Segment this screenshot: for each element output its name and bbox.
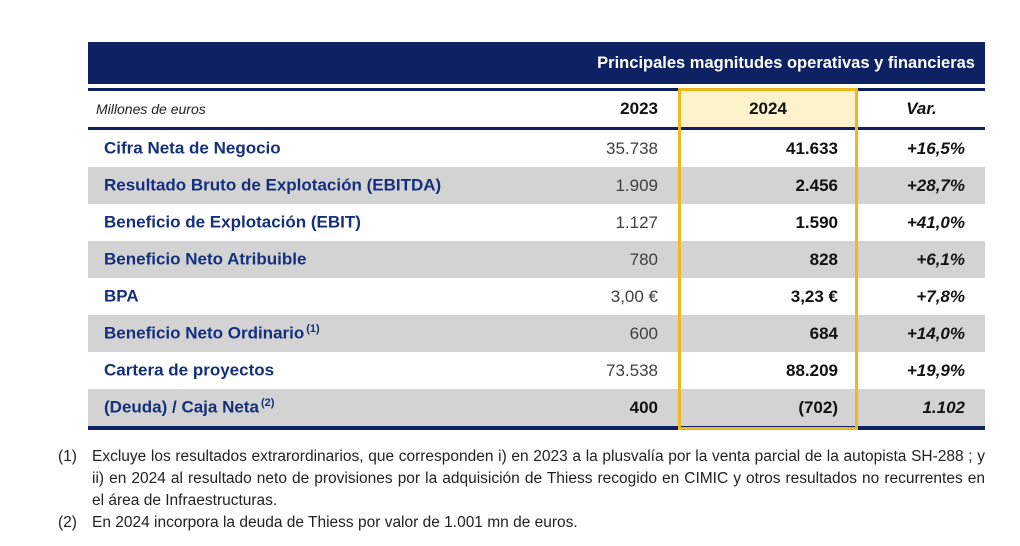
row-label-sup: (1): [306, 323, 320, 336]
row-label-text: (Deuda) / Caja Neta: [104, 397, 259, 417]
value-var: +16,5%: [906, 138, 965, 158]
financial-table: Principales magnitudes operativas y fina…: [88, 42, 985, 430]
value-2023: 600: [629, 323, 658, 343]
value-2024: 3,23 €: [790, 286, 838, 306]
column-header-2024: 2024: [678, 91, 858, 127]
table-row: BPA 3,00 € 3,23 € +7,8%: [88, 278, 985, 315]
top-rule: [88, 88, 985, 91]
row-label-text: Beneficio de Explotación (EBIT): [104, 212, 361, 232]
table-body: Cifra Neta de Negocio 35.738 41.633 +16,…: [88, 130, 985, 426]
value-2024: 2.456: [795, 175, 838, 195]
table-header-row: Millones de euros 2023 2024 Var.: [88, 91, 985, 127]
value-2024: 1.590: [795, 212, 838, 232]
row-label-text: Beneficio Neto Ordinario: [104, 323, 305, 343]
value-2024: (702): [798, 397, 838, 417]
value-2024: 684: [809, 323, 838, 343]
value-2023: 400: [629, 397, 658, 417]
value-2023: 1.127: [615, 212, 658, 232]
footnote-1: (1) Excluye los resultados extrarordinar…: [58, 446, 985, 512]
row-label-text: Cartera de proyectos: [104, 360, 275, 380]
value-var: +7,8%: [916, 286, 965, 306]
row-label-text: Resultado Bruto de Explotación (EBITDA): [104, 175, 442, 195]
footnote-marker: (1): [58, 448, 77, 465]
table-row: Beneficio Neto Atribuible 780 828 +6,1%: [88, 241, 985, 278]
column-header-2023: 2023: [620, 99, 658, 118]
value-2023: 35.738: [606, 138, 658, 158]
footnote-text: Excluye los resultados extrarordinarios,…: [92, 448, 985, 509]
footnote-2: (2) En 2024 incorpora la deuda de Thiess…: [58, 512, 985, 534]
table-row: Cifra Neta de Negocio 35.738 41.633 +16,…: [88, 130, 985, 167]
value-2023: 3,00 €: [610, 286, 658, 306]
row-label-sup: (2): [260, 397, 275, 410]
row-label: Beneficio Neto Atribuible: [88, 249, 528, 270]
footnote-marker: (2): [58, 514, 77, 531]
row-label: Beneficio de Explotación (EBIT): [88, 212, 528, 233]
unit-label: Millones de euros: [96, 101, 206, 117]
table-title: Principales magnitudes operativas y fina…: [597, 53, 975, 72]
row-label: Cartera de proyectos: [88, 360, 528, 381]
title-gap: [88, 84, 985, 88]
row-label: Cifra Neta de Negocio: [88, 138, 528, 159]
table-row: Resultado Bruto de Explotación (EBITDA) …: [88, 167, 985, 204]
value-2023: 1.909: [615, 175, 658, 195]
table-row: Beneficio Neto Ordinario (1) 600 684 +14,…: [88, 315, 985, 352]
value-var: +28,7%: [906, 175, 965, 195]
bottom-rule: [88, 426, 985, 430]
value-2023: 73.538: [606, 360, 658, 380]
value-var: +14,0%: [906, 323, 965, 343]
footnote-text: En 2024 incorpora la deuda de Thiess por…: [92, 514, 578, 531]
row-label-text: Beneficio Neto Atribuible: [104, 249, 307, 269]
column-header-var: Var.: [906, 99, 937, 118]
table-row: Beneficio de Explotación (EBIT) 1.127 1.…: [88, 204, 985, 241]
value-var: 1.102: [922, 397, 965, 417]
row-label: Resultado Bruto de Explotación (EBITDA): [88, 175, 528, 196]
header-rule: [88, 127, 985, 130]
row-label: Beneficio Neto Ordinario (1): [88, 323, 528, 344]
value-2024: 828: [809, 249, 838, 269]
row-label-text: Cifra Neta de Negocio: [104, 138, 281, 158]
row-label: (Deuda) / Caja Neta (2): [88, 397, 528, 418]
table-row: (Deuda) / Caja Neta (2) 400 (702) 1.102: [88, 389, 985, 426]
value-var: +41,0%: [906, 212, 965, 232]
table-row: Cartera de proyectos 73.538 88.209 +19,9…: [88, 352, 985, 389]
table-title-bar: Principales magnitudes operativas y fina…: [88, 42, 985, 84]
row-label-text: BPA: [104, 286, 139, 306]
value-2024: 88.209: [786, 360, 838, 380]
value-var: +6,1%: [916, 249, 965, 269]
value-2023: 780: [629, 249, 658, 269]
value-var: +19,9%: [906, 360, 965, 380]
row-label: BPA: [88, 286, 528, 307]
value-2024: 41.633: [786, 138, 838, 158]
footnotes: (1) Excluye los resultados extrarordinar…: [58, 446, 985, 534]
